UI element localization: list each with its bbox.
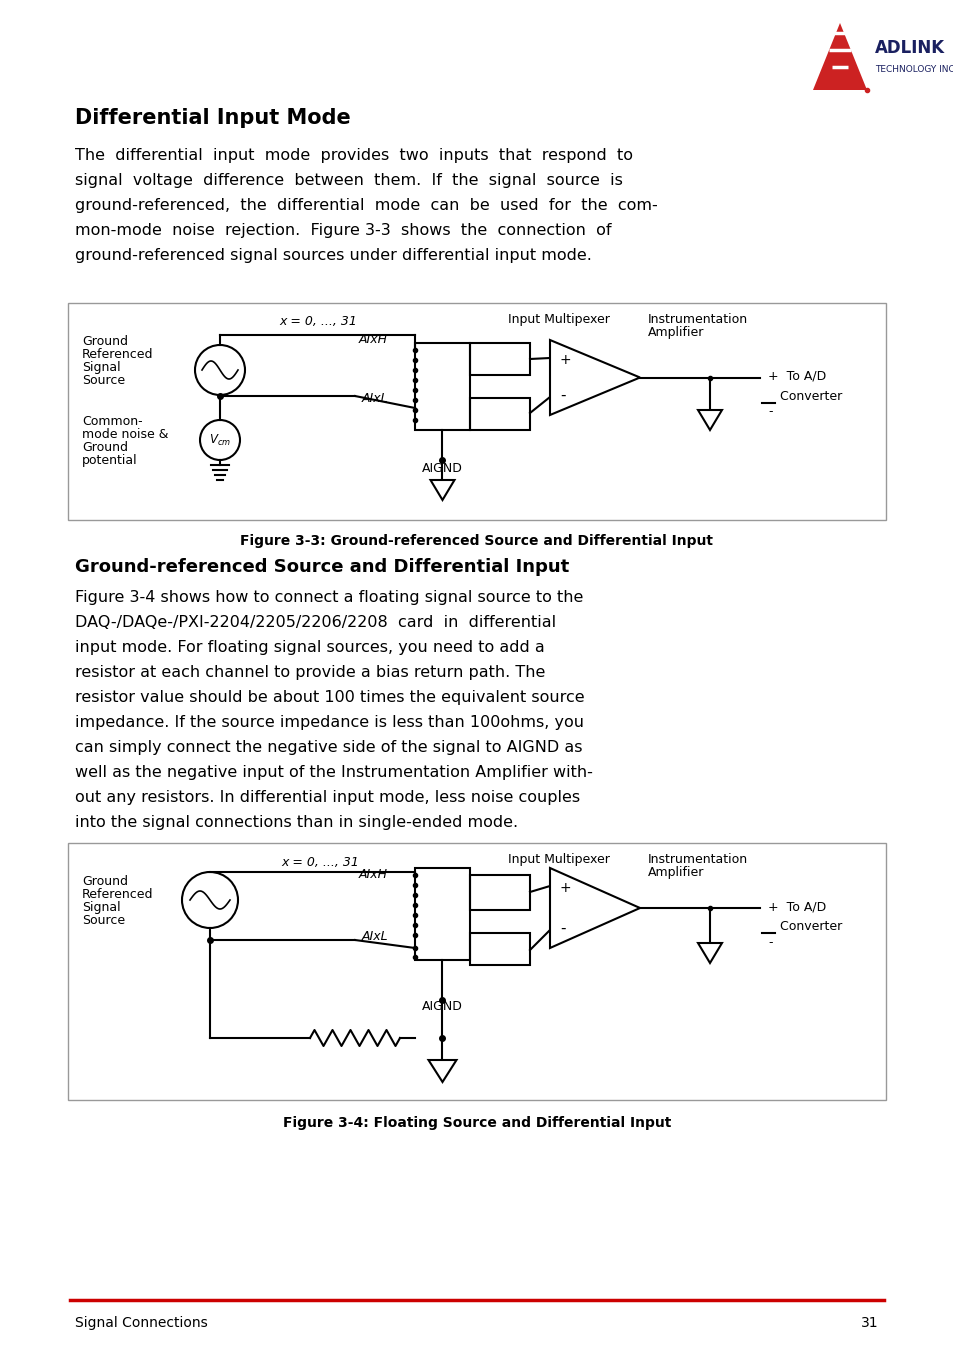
Polygon shape [812,23,866,91]
Text: +: + [559,882,571,895]
Text: Amplifier: Amplifier [647,867,703,879]
Bar [470,933,530,965]
Text: -: - [559,388,565,403]
Text: DAQ-/DAQe-/PXI-2204/2205/2206/2208  card  in  differential: DAQ-/DAQe-/PXI-2204/2205/2206/2208 card … [75,615,556,630]
Text: Ground: Ground [82,441,128,454]
Text: AIGND: AIGND [421,1000,462,1013]
Text: -: - [559,921,565,936]
Bar [470,875,530,910]
Text: out any resistors. In differential input mode, less noise couples: out any resistors. In differential input… [75,790,579,804]
Text: Ground: Ground [82,335,128,347]
Text: Figure 3-3: Ground-referenced Source and Differential Input: Figure 3-3: Ground-referenced Source and… [240,534,713,548]
Text: ground-referenced signal sources under differential input mode.: ground-referenced signal sources under d… [75,247,591,264]
Text: AIxL: AIxL [361,930,388,942]
Text: +  To A/D: + To A/D [767,369,825,383]
Text: signal  voltage  difference  between  them.  If  the  signal  source  is: signal voltage difference between them. … [75,173,622,188]
Text: Ground-referenced Source and Differential Input: Ground-referenced Source and Differentia… [75,558,569,576]
Text: Referenced: Referenced [82,347,153,361]
Polygon shape [698,942,721,963]
Text: Figure 3-4: Floating Source and Differential Input: Figure 3-4: Floating Source and Differen… [282,1115,671,1130]
Text: Input Multipexer: Input Multipexer [507,853,609,867]
Text: Signal: Signal [82,900,120,914]
Text: AIxH: AIxH [358,333,388,346]
Text: Signal Connections: Signal Connections [75,1315,208,1330]
Text: Referenced: Referenced [82,888,153,900]
Text: impedance. If the source impedance is less than 100ohms, you: impedance. If the source impedance is le… [75,715,583,730]
Polygon shape [698,410,721,430]
Text: Converter: Converter [767,919,841,933]
Text: $V_{cm}$: $V_{cm}$ [209,433,231,448]
Text: potential: potential [82,454,137,466]
Text: Converter: Converter [767,389,841,403]
Text: resistor at each channel to provide a bias return path. The: resistor at each channel to provide a bi… [75,665,545,680]
Bar [470,397,530,430]
Text: input mode. For floating signal sources, you need to add a: input mode. For floating signal sources,… [75,639,544,654]
Text: AIGND: AIGND [421,462,462,475]
Text: -: - [767,936,772,949]
Text: ADLINK: ADLINK [874,39,944,57]
Bar [470,343,530,375]
Bar [68,844,885,1101]
Text: 31: 31 [861,1315,878,1330]
Bar [68,303,885,521]
Text: Input Multipexer: Input Multipexer [507,314,609,326]
Text: Ground: Ground [82,875,128,888]
Text: Source: Source [82,375,125,387]
Polygon shape [550,339,639,415]
Text: Figure 3-4 shows how to connect a floating signal source to the: Figure 3-4 shows how to connect a floati… [75,589,583,604]
Polygon shape [428,1060,456,1082]
Text: Amplifier: Amplifier [647,326,703,339]
Text: Instrumentation: Instrumentation [647,314,747,326]
Text: Instrumentation: Instrumentation [647,853,747,867]
Text: Signal: Signal [82,361,120,375]
Text: into the signal connections than in single-ended mode.: into the signal connections than in sing… [75,815,517,830]
Text: resistor value should be about 100 times the equivalent source: resistor value should be about 100 times… [75,690,584,704]
Text: can simply connect the negative side of the signal to AIGND as: can simply connect the negative side of … [75,740,582,754]
Polygon shape [430,480,454,500]
Text: AIxL: AIxL [361,392,388,406]
Text: +: + [559,353,571,366]
Text: +  To A/D: + To A/D [767,900,825,913]
Text: The  differential  input  mode  provides  two  inputs  that  respond  to: The differential input mode provides two… [75,147,633,164]
Bar [415,343,470,430]
Bar [415,868,470,960]
Text: Differential Input Mode: Differential Input Mode [75,108,351,128]
Text: AIxH: AIxH [358,868,388,882]
Text: Source: Source [82,914,125,927]
Polygon shape [550,868,639,948]
Text: well as the negative input of the Instrumentation Amplifier with-: well as the negative input of the Instru… [75,765,592,780]
Text: mode noise &: mode noise & [82,429,169,441]
Text: ground-referenced,  the  differential  mode  can  be  used  for  the  com-: ground-referenced, the differential mode… [75,197,657,214]
Text: x = 0, ..., 31: x = 0, ..., 31 [281,856,358,869]
Text: Common-: Common- [82,415,143,429]
Text: TECHNOLOGY INC.: TECHNOLOGY INC. [874,65,953,74]
Text: mon-mode  noise  rejection.  Figure 3-3  shows  the  connection  of: mon-mode noise rejection. Figure 3-3 sho… [75,223,611,238]
Text: x = 0, ..., 31: x = 0, ..., 31 [279,315,356,329]
Text: -: - [767,406,772,419]
